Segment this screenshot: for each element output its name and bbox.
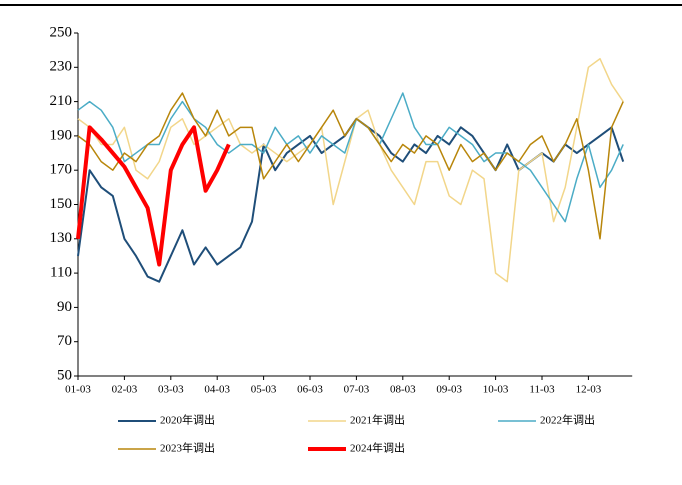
series-line xyxy=(76,125,231,267)
x-tick-label: 06-03 xyxy=(297,384,323,396)
x-tick-label: 08-03 xyxy=(390,384,416,396)
legend-label: 2021年调出 xyxy=(350,413,405,427)
x-tick-label: 12-03 xyxy=(576,384,602,396)
y-tick-label: 150 xyxy=(50,196,73,212)
y-tick-label: 230 xyxy=(50,59,73,75)
y-tick-label: 110 xyxy=(50,265,72,281)
legend-label: 2023年调出 xyxy=(160,441,215,455)
x-tick-label: 11-03 xyxy=(529,384,555,396)
y-tick-label: 90 xyxy=(57,299,72,315)
legend-label: 2020年调出 xyxy=(160,413,215,427)
y-tick-label: 210 xyxy=(50,93,73,109)
x-tick-label: 01-03 xyxy=(65,384,91,396)
y-tick-label: 130 xyxy=(50,230,73,246)
series-line xyxy=(77,57,624,283)
x-tick-label: 09-03 xyxy=(436,384,462,396)
series-line xyxy=(77,92,624,240)
series-line xyxy=(77,92,624,223)
x-tick-label: 05-03 xyxy=(251,384,277,396)
x-tick-label: 07-03 xyxy=(344,384,370,396)
y-tick-label: 50 xyxy=(57,367,72,383)
y-tick-label: 170 xyxy=(50,162,73,178)
y-tick-label: 250 xyxy=(50,24,73,40)
x-tick-label: 03-03 xyxy=(158,384,184,396)
x-tick-label: 04-03 xyxy=(204,384,230,396)
y-tick-label: 70 xyxy=(57,333,72,349)
legend-label: 2022年调出 xyxy=(540,413,595,427)
legend-label: 2024年调出 xyxy=(350,441,405,455)
y-tick-label: 190 xyxy=(50,127,73,143)
x-tick-label: 10-03 xyxy=(483,384,509,396)
x-tick-label: 02-03 xyxy=(112,384,138,396)
